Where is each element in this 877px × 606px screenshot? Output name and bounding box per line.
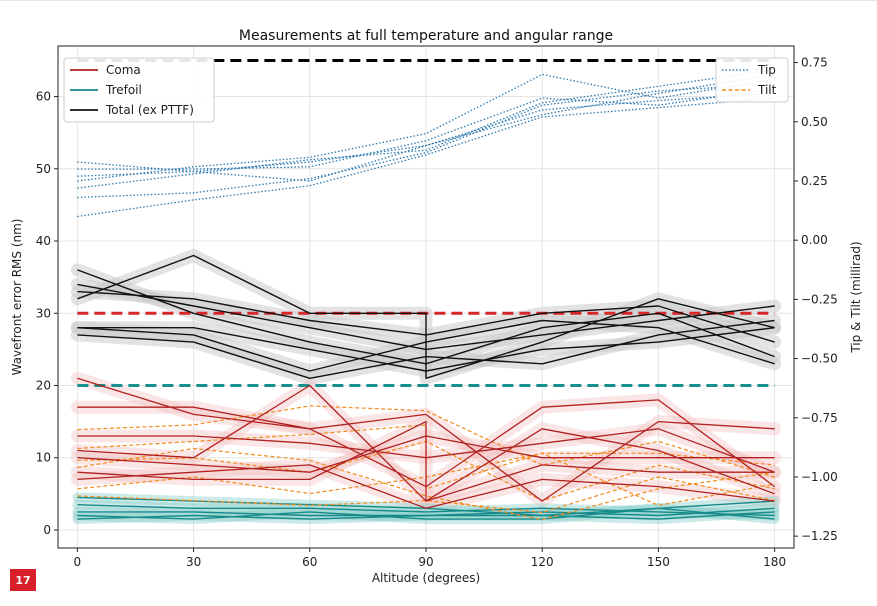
total-series-line — [77, 319, 775, 372]
total-series-line — [77, 290, 775, 343]
legend-label-tip: Tip — [757, 63, 776, 77]
y-right-tick-label: 0.25 — [801, 174, 828, 188]
coma-series-line — [77, 464, 775, 509]
x-tick-label: 90 — [418, 555, 433, 569]
tilt-series-line — [77, 476, 775, 514]
x-tick-label: 30 — [186, 555, 201, 569]
y-left-tick-label: 0 — [43, 523, 51, 537]
legend-label-tilt: Tilt — [757, 83, 777, 97]
x-tick-label: 60 — [302, 555, 317, 569]
y-left-tick-label: 10 — [36, 451, 51, 465]
tilt-series-line — [77, 447, 775, 521]
legend-box-left — [63, 57, 215, 123]
y-left-tick-label: 50 — [36, 162, 51, 176]
y-right-tick-label: −1.25 — [801, 529, 838, 543]
tip-series-line — [77, 69, 775, 189]
tilt-series-line — [77, 424, 775, 490]
y-left-tick-label: 40 — [36, 234, 51, 248]
y-right-tick-label: −1.00 — [801, 470, 838, 484]
legend-label-trefoil: Trefoil — [105, 83, 142, 97]
page-number-badge: 17 — [10, 569, 36, 591]
coma-series-line — [77, 406, 775, 502]
y-left-tick-label: 20 — [36, 378, 51, 392]
x-axis-label: Altitude (degrees) — [372, 571, 480, 585]
y-left-tick-label: 30 — [36, 306, 51, 320]
tip-series-line — [77, 97, 775, 218]
x-tick-label: 0 — [74, 555, 82, 569]
y-left-axis-label: Wavefront error RMS (nm) — [10, 219, 24, 376]
y-right-tick-label: 0.00 — [801, 233, 828, 247]
y-right-axis-label: Tip & Tilt (millirad) — [849, 241, 863, 353]
y-right-tick-label: −0.50 — [801, 352, 838, 366]
x-tick-label: 180 — [763, 555, 786, 569]
trefoil-series-line — [77, 511, 775, 520]
x-tick-label: 120 — [531, 555, 554, 569]
y-right-tick-label: 0.50 — [801, 115, 828, 129]
y-right-tick-label: 0.75 — [801, 56, 828, 70]
tip-series-line — [77, 92, 775, 182]
legend-label-total: Total (ex PTTF) — [105, 103, 194, 117]
x-tick-label: 150 — [647, 555, 670, 569]
legend-box-right — [715, 57, 789, 103]
tip-series-line — [77, 87, 775, 170]
tip-series-line — [77, 83, 775, 199]
y-right-tick-label: −0.25 — [801, 292, 838, 306]
legend-label-coma: Coma — [106, 63, 141, 77]
total-series-line — [77, 254, 775, 379]
y-right-tick-label: −0.75 — [801, 411, 838, 425]
top-border — [0, 0, 877, 1]
total-series-line — [77, 319, 775, 379]
y-left-tick-label: 60 — [36, 90, 51, 104]
total-series-line — [77, 327, 775, 372]
chart-title: Measurements at full temperature and ang… — [239, 28, 613, 44]
trefoil-series-line — [77, 507, 775, 520]
trefoil-series-line — [77, 504, 775, 517]
coma-series-line — [77, 420, 775, 502]
